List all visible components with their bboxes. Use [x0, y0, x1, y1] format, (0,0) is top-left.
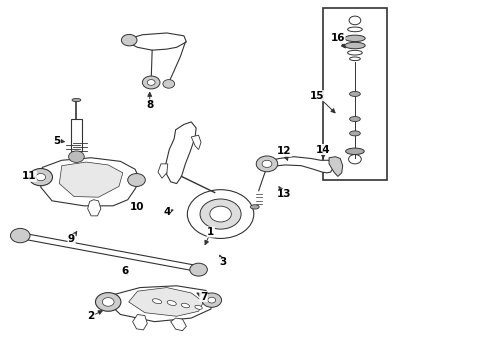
Polygon shape	[129, 288, 203, 316]
Polygon shape	[133, 315, 147, 330]
Circle shape	[147, 80, 155, 85]
Circle shape	[36, 174, 46, 181]
Circle shape	[208, 297, 216, 303]
Bar	[71, 119, 82, 151]
Circle shape	[202, 293, 221, 307]
Ellipse shape	[195, 305, 202, 309]
Ellipse shape	[72, 98, 81, 102]
Polygon shape	[171, 318, 186, 330]
Ellipse shape	[181, 303, 190, 308]
Circle shape	[256, 156, 278, 172]
Polygon shape	[266, 157, 333, 173]
Text: 2: 2	[87, 311, 95, 321]
Text: 6: 6	[122, 266, 129, 276]
Ellipse shape	[349, 131, 360, 136]
Polygon shape	[166, 122, 196, 184]
Ellipse shape	[344, 42, 365, 49]
Polygon shape	[329, 157, 343, 176]
Circle shape	[102, 298, 114, 306]
Text: 14: 14	[316, 144, 330, 154]
Text: 10: 10	[130, 202, 145, 212]
Circle shape	[187, 190, 254, 238]
Circle shape	[163, 80, 174, 88]
Polygon shape	[129, 33, 186, 50]
Text: 9: 9	[68, 234, 75, 244]
Ellipse shape	[344, 35, 365, 41]
Ellipse shape	[349, 91, 360, 96]
Text: 4: 4	[163, 207, 171, 217]
Circle shape	[190, 263, 207, 276]
Text: 12: 12	[277, 146, 292, 156]
Circle shape	[10, 228, 30, 243]
Polygon shape	[109, 286, 213, 321]
Circle shape	[210, 206, 231, 222]
Text: 7: 7	[200, 292, 207, 302]
Ellipse shape	[167, 301, 176, 306]
Ellipse shape	[345, 148, 364, 154]
Circle shape	[200, 199, 241, 229]
Circle shape	[29, 168, 52, 186]
Polygon shape	[158, 164, 168, 178]
Polygon shape	[191, 135, 201, 149]
Polygon shape	[59, 162, 123, 197]
Circle shape	[143, 76, 160, 89]
Ellipse shape	[349, 117, 360, 122]
Ellipse shape	[152, 299, 162, 304]
Text: 11: 11	[22, 171, 36, 181]
Text: 8: 8	[146, 100, 153, 110]
Circle shape	[128, 174, 146, 186]
Polygon shape	[88, 200, 101, 216]
Circle shape	[69, 151, 84, 162]
Text: 3: 3	[220, 257, 227, 267]
Text: 5: 5	[53, 136, 60, 145]
Bar	[323, 8, 387, 180]
Circle shape	[96, 293, 121, 311]
Circle shape	[262, 160, 272, 167]
Text: 15: 15	[310, 91, 324, 101]
Polygon shape	[41, 158, 140, 206]
Circle shape	[122, 35, 137, 46]
Text: 13: 13	[277, 189, 292, 199]
Ellipse shape	[250, 205, 259, 209]
Text: 1: 1	[207, 227, 215, 237]
Text: 16: 16	[331, 33, 345, 43]
